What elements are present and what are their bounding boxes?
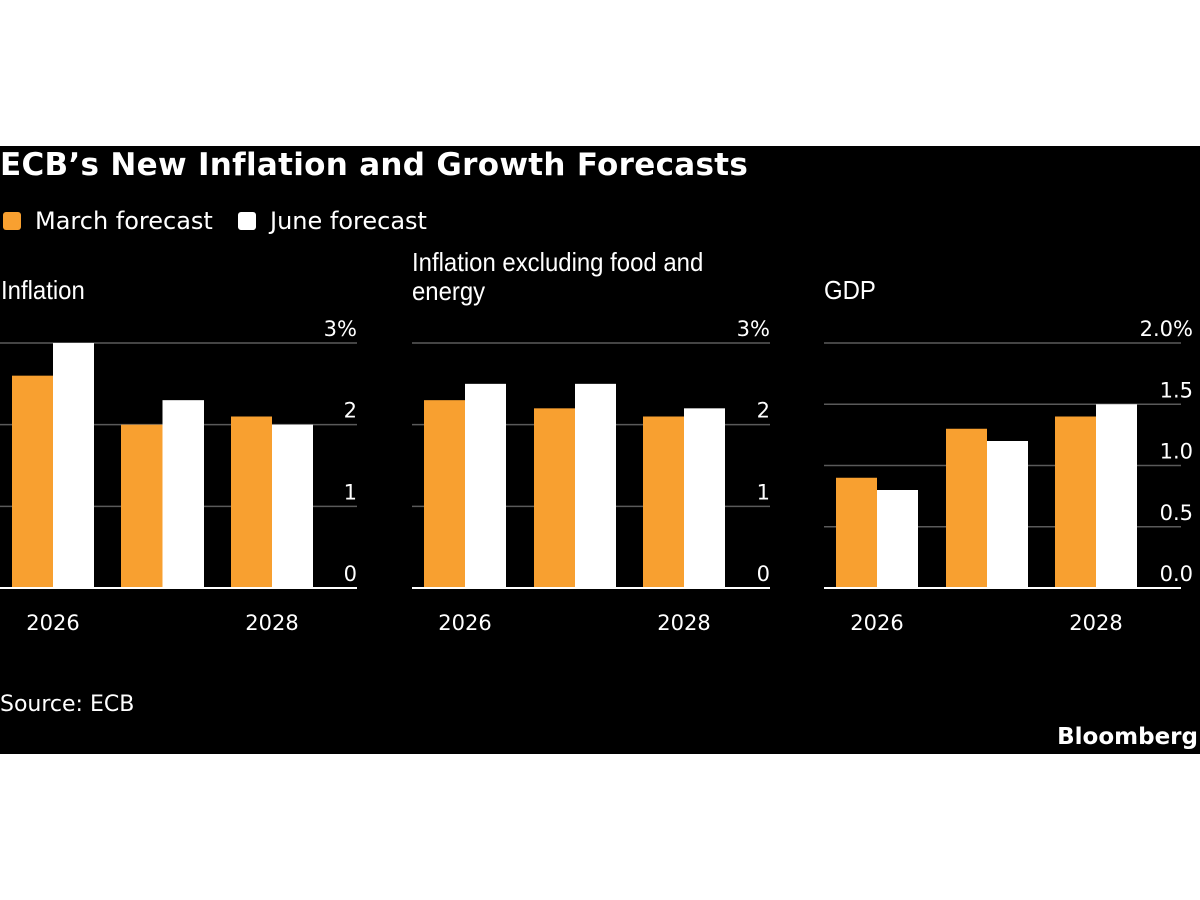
x-tick-label: 2028 — [1069, 611, 1122, 635]
y-tick-label: 3% — [324, 317, 357, 341]
y-tick-label: 2.0% — [1140, 317, 1193, 341]
bar-june — [53, 343, 94, 588]
bar-march — [1055, 416, 1096, 588]
y-tick-label: 0 — [344, 562, 357, 586]
bar-march — [424, 400, 465, 588]
bar-march — [836, 477, 877, 588]
bar-june — [575, 383, 616, 588]
y-tick-label: 1 — [344, 480, 357, 504]
x-tick-label: 2026 — [850, 611, 903, 635]
bar-june — [1096, 404, 1137, 588]
legend-label-june: June forecast — [270, 207, 427, 235]
bar-june — [272, 424, 313, 588]
bar-june — [162, 400, 204, 588]
bar-march — [946, 428, 987, 588]
y-tick-label: 1.5 — [1160, 378, 1193, 402]
chart-title: ECB’s New Inflation and Growth Forecasts — [0, 147, 749, 183]
x-tick-label: 2028 — [657, 611, 710, 635]
legend-swatch-march — [3, 212, 21, 230]
y-tick-label: 0.5 — [1160, 501, 1193, 525]
panel-title-core-inflation: Inflation excluding food and energy — [412, 247, 704, 306]
bar-march — [121, 424, 163, 588]
legend-item-march: March forecast — [3, 206, 213, 236]
bar-june — [465, 383, 506, 588]
y-tick-label: 1 — [757, 480, 770, 504]
legend-label-march: March forecast — [35, 207, 213, 235]
bar-march — [12, 375, 53, 588]
bar-june — [684, 408, 725, 588]
y-tick-label: 1.0 — [1160, 440, 1193, 464]
x-tick-label: 2026 — [438, 611, 491, 635]
legend-swatch-june — [238, 212, 256, 230]
bar-june — [877, 490, 918, 588]
y-tick-label: 0 — [757, 562, 770, 586]
y-tick-label: 2 — [344, 399, 357, 423]
bar-march — [643, 416, 684, 588]
y-tick-label: 2 — [757, 399, 770, 423]
panel-title-inflation: Inflation — [1, 275, 85, 305]
bar-june — [987, 441, 1028, 588]
panel-title-gdp: GDP — [824, 275, 876, 305]
y-tick-label: 3% — [737, 317, 770, 341]
legend-item-june: June forecast — [238, 206, 427, 236]
bloomberg-logo: Bloomberg — [1057, 724, 1198, 750]
x-tick-label: 2028 — [245, 611, 298, 635]
bar-march — [231, 416, 272, 588]
bar-march — [534, 408, 575, 588]
source-note: Source: ECB — [0, 692, 135, 717]
x-tick-label: 2026 — [26, 611, 79, 635]
y-tick-label: 0.0 — [1160, 562, 1193, 586]
